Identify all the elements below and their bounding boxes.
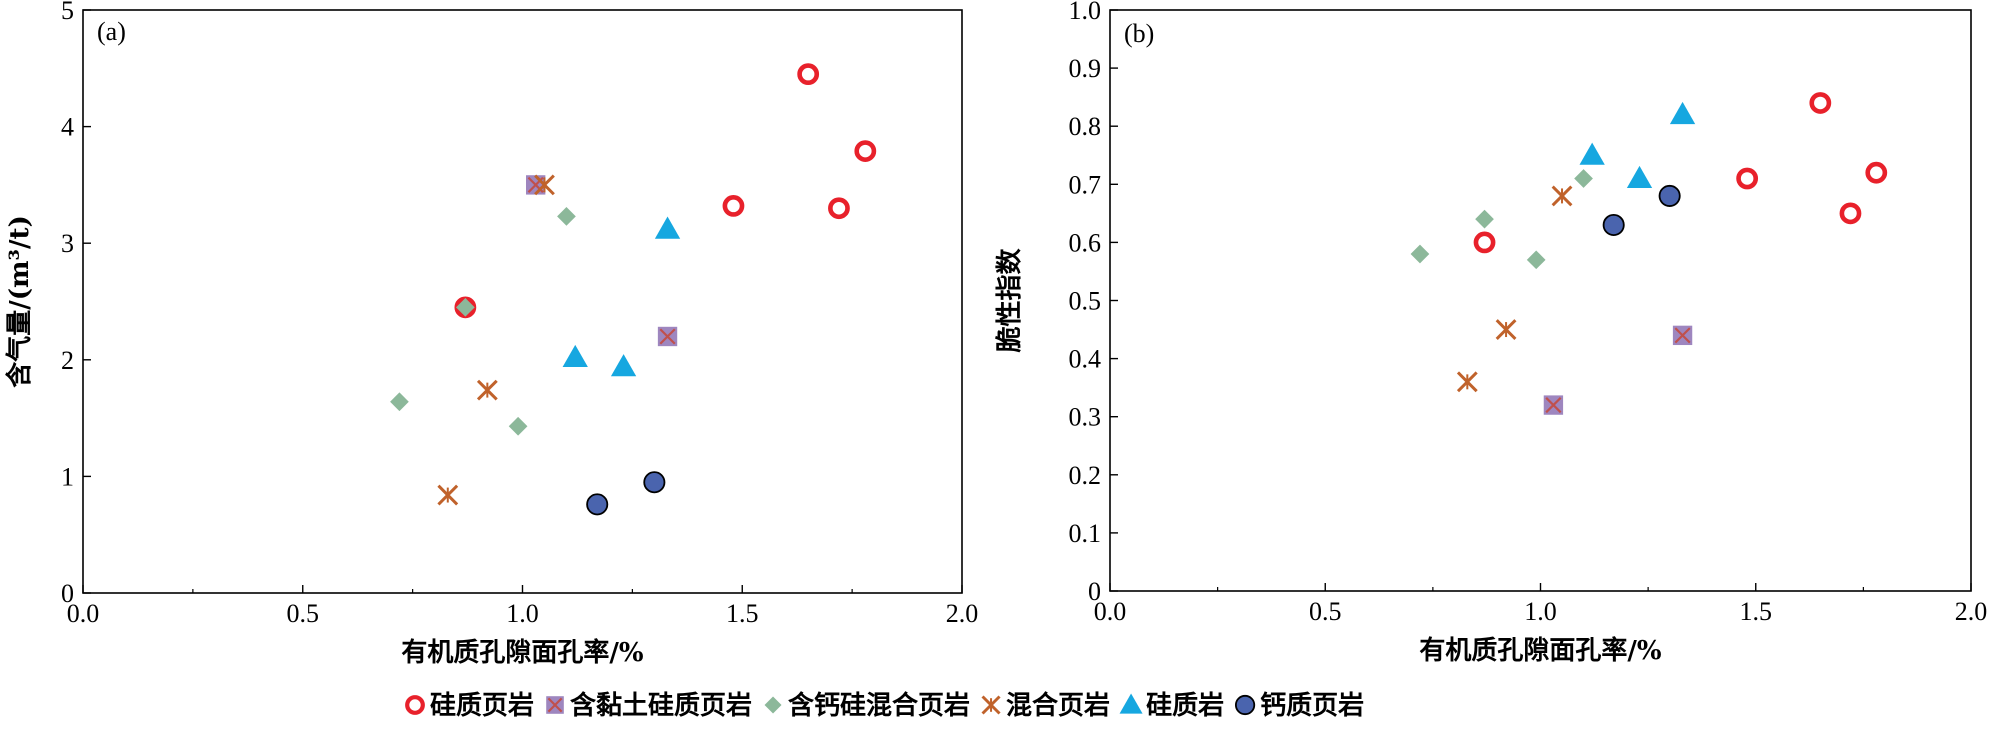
y-tick-label: 0.6 (1069, 228, 1102, 257)
legend-marker-calcareous-shale (1234, 694, 1256, 716)
data-point-siliceous-shale (1839, 202, 1862, 225)
legend-marker-clay-bearing-siliceous-shale (546, 696, 564, 714)
data-point-calc-bearing-mixed-shale (508, 416, 528, 436)
legend-marker-calc-bearing-mixed-shale (764, 696, 782, 714)
data-point-siliceous-shale (722, 194, 745, 217)
data-point-calc-bearing-mixed-shale (390, 392, 409, 412)
plot-frame (82, 9, 963, 594)
legend-label: 钙质页岩 (1260, 691, 1364, 721)
x-tick-label: 1.0 (1524, 597, 1557, 626)
data-point-siliceous-shale (1736, 167, 1759, 190)
data-point-calcareous-shale (643, 471, 666, 494)
data-point-mixed-shale (437, 484, 459, 506)
legend-label: 硅质岩 (1146, 691, 1224, 721)
y-tick-label: 0.3 (1069, 403, 1102, 432)
x-axis-label: 有机质孔隙面孔率/% (1419, 635, 1661, 666)
y-tick-label: 4 (61, 113, 74, 142)
y-tick-label: 2 (61, 346, 74, 375)
x-tick-label: 2.0 (946, 599, 979, 628)
legend-marker-siliceous-shale (405, 695, 425, 715)
x-tick-label: 2.0 (1955, 597, 1988, 626)
panel-b: 0.0 0.5 1.0 1.5 2.0 0 0.1 0.2 0.3 0.4 0.5 0.6 0.7 0.8… (994, 0, 1987, 666)
data-point-siliceous-rock (1579, 142, 1605, 165)
data-point-siliceous-shale (1865, 161, 1888, 184)
y-tick-label: 0.2 (1069, 461, 1102, 490)
data-point-calc-bearing-mixed-shale (1410, 244, 1430, 264)
data-point-mixed-shale (1495, 319, 1517, 340)
x-tick-label: 1.5 (726, 599, 759, 628)
data-point-clay-bearing-siliceous-shale (1543, 395, 1564, 415)
legend-marker-siliceous-rock (1119, 693, 1143, 714)
data-point-clay-bearing-siliceous-shale (1672, 325, 1693, 346)
data-point-siliceous-rock (1669, 101, 1696, 125)
legend-label: 混合页岩 (1006, 690, 1110, 721)
y-tick-label: 0 (61, 579, 74, 608)
data-point-mixed-shale (1456, 371, 1478, 393)
data-point-siliceous-rock (654, 216, 681, 239)
data-point-clay-bearing-siliceous-shale (657, 326, 678, 347)
y-tick-label: 0.8 (1069, 112, 1102, 141)
y-tick-label: 1 (61, 462, 74, 491)
panel-a: 0.0 0.5 1.0 1.5 2.0 0 1 2 3 4 5 (a) 有机质孔隙面孔率/% 含气量/(m… (4, 0, 978, 668)
plot-frame (1109, 9, 1972, 592)
data-point-siliceous-shale (854, 140, 877, 162)
legend-label: 硅质页岩 (430, 691, 534, 721)
data-point-mixed-shale (534, 174, 555, 196)
x-tick-label: 1.5 (1740, 597, 1773, 626)
data-point-siliceous-shale (1473, 231, 1496, 254)
data-point-calc-bearing-mixed-shale (557, 207, 576, 226)
x-tick-label: 0.5 (287, 599, 320, 628)
panel-label: (b) (1124, 19, 1154, 48)
data-point-siliceous-rock (1626, 165, 1653, 188)
data-point-calc-bearing-mixed-shale (1475, 209, 1494, 229)
legend: 硅质页岩 含黏土硅质页岩 含钙硅混合页岩 混合页岩 硅质岩 钙质页岩 (405, 690, 1364, 721)
y-tick-label: 0 (1088, 577, 1101, 606)
x-tick-label: 0.0 (67, 599, 100, 628)
y-axis-label: 脆性指数 (994, 248, 1025, 353)
data-point-siliceous-shale (1809, 92, 1832, 114)
y-tick-label: 0.7 (1069, 170, 1102, 199)
x-tick-label: 1.0 (506, 599, 539, 628)
data-point-calc-bearing-mixed-shale (456, 297, 475, 317)
data-point-mixed-shale (1551, 185, 1573, 207)
data-point-calc-bearing-mixed-shale (1574, 169, 1593, 188)
data-point-calcareous-shale (586, 493, 609, 516)
panel-label: (a) (97, 17, 126, 46)
y-tick-label: 0.1 (1069, 519, 1102, 548)
data-point-mixed-shale (476, 379, 498, 401)
x-axis-label: 有机质孔隙面孔率/% (401, 637, 643, 668)
y-axis-label: 含气量/(m³/t) (4, 215, 35, 388)
y-tick-label: 1.0 (1069, 0, 1102, 25)
legend-label: 含钙硅混合页岩 (788, 690, 970, 721)
data-point-calcareous-shale (1658, 184, 1681, 207)
y-tick-label: 5 (61, 0, 74, 25)
data-point-calcareous-shale (1602, 213, 1625, 236)
data-point-calc-bearing-mixed-shale (1526, 250, 1546, 270)
y-tick-label: 0.5 (1069, 287, 1102, 316)
data-point-siliceous-shale (828, 197, 850, 220)
legend-marker-mixed-shale (981, 695, 1001, 715)
data-point-siliceous-rock (562, 344, 588, 367)
legend-label: 含黏土硅质页岩 (570, 690, 752, 721)
y-tick-label: 3 (61, 229, 74, 258)
y-tick-label: 0.4 (1069, 345, 1102, 374)
x-tick-label: 0.0 (1094, 597, 1127, 626)
x-tick-label: 0.5 (1309, 597, 1342, 626)
data-point-siliceous-shale (797, 63, 820, 86)
y-tick-label: 0.9 (1069, 54, 1102, 83)
data-point-siliceous-rock (610, 354, 637, 377)
